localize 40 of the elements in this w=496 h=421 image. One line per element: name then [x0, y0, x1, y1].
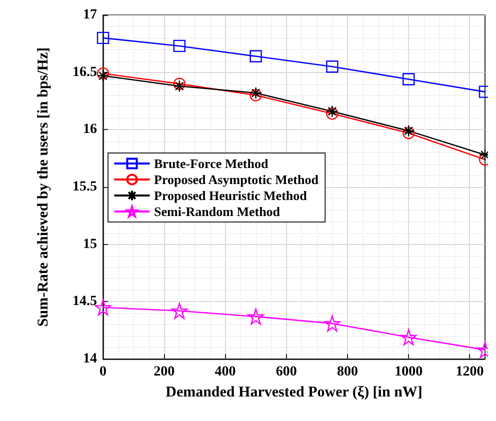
point	[173, 80, 186, 92]
legend-label: Semi-Random Method	[154, 204, 281, 219]
point	[402, 124, 415, 137]
point	[171, 302, 188, 319]
y-tick-label: 17	[83, 8, 97, 22]
point	[250, 86, 262, 100]
point	[402, 127, 415, 140]
x-tick-label: 200	[154, 364, 175, 380]
point	[96, 32, 110, 44]
x-tick-label: 400	[214, 364, 236, 380]
point	[173, 78, 186, 90]
x-tick-label: 0	[100, 364, 106, 380]
point	[96, 70, 110, 82]
legend-label: Brute-Force Method	[154, 156, 269, 171]
point	[326, 105, 338, 118]
x-tick-label: 800	[336, 364, 358, 380]
point	[173, 40, 186, 52]
point	[400, 329, 417, 346]
point	[324, 315, 340, 332]
point	[326, 60, 338, 73]
point	[248, 308, 264, 325]
y-tick-label: 16	[83, 122, 97, 138]
y-tick-label: 14.5	[72, 294, 97, 310]
legend-label: Proposed Heuristic Method	[154, 188, 308, 203]
point	[326, 108, 338, 120]
x-tick-label: 1000	[394, 364, 423, 380]
y-axis-title: Sum-Rate achieved by the users [in bps/Hz]	[36, 47, 52, 327]
x-axis-title: Demanded Harvested Power (ξ) [in nW]	[166, 384, 422, 400]
point	[96, 67, 110, 80]
y-tick-label: 15.5	[72, 180, 97, 194]
point	[94, 299, 112, 316]
point	[402, 73, 415, 86]
y-tick-label: 15	[83, 236, 97, 252]
point	[250, 50, 262, 62]
x-tick-label: 600	[276, 364, 297, 380]
legend-label: Proposed Asymptotic Method	[154, 172, 320, 187]
y-tick-label: 16.5	[72, 64, 97, 80]
point	[250, 89, 262, 102]
y-tick-label: 14	[83, 352, 97, 366]
x-tick-label: 1200	[456, 364, 484, 380]
